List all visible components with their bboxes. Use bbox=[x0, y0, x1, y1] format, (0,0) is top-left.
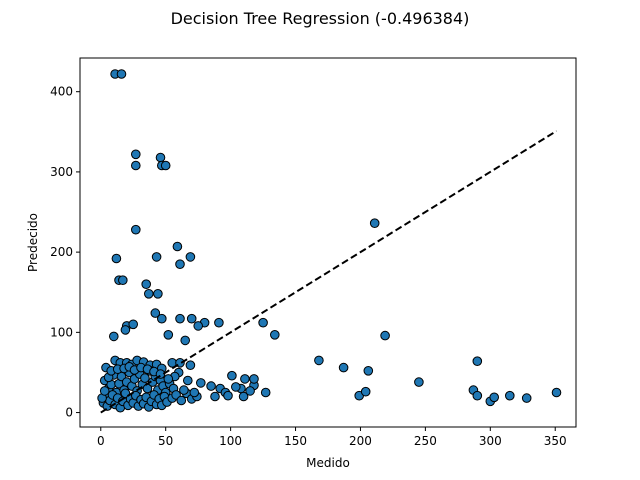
data-point bbox=[414, 377, 424, 387]
data-point bbox=[210, 391, 220, 402]
data-point bbox=[238, 391, 249, 402]
data-point bbox=[128, 319, 138, 330]
x-axis-label: Medido bbox=[306, 456, 350, 470]
data-point bbox=[163, 374, 174, 384]
data-point bbox=[183, 375, 193, 386]
y-tick-label: 0 bbox=[65, 406, 73, 420]
data-point bbox=[185, 252, 196, 262]
data-point bbox=[521, 393, 532, 403]
data-point bbox=[131, 149, 141, 160]
data-point bbox=[175, 313, 185, 324]
data-point bbox=[489, 392, 500, 403]
y-axis-label: Predecido bbox=[26, 213, 40, 272]
data-point bbox=[551, 387, 562, 398]
chart-title: Decision Tree Regression (-0.496384) bbox=[171, 9, 470, 28]
data-point bbox=[249, 374, 259, 384]
data-point bbox=[153, 289, 163, 299]
data-point bbox=[151, 252, 162, 262]
data-point bbox=[223, 390, 233, 401]
data-point bbox=[150, 308, 161, 318]
data-point bbox=[131, 160, 141, 171]
data-point bbox=[186, 313, 197, 324]
x-tick-label: 50 bbox=[158, 434, 173, 448]
data-point bbox=[338, 362, 349, 373]
data-point bbox=[185, 360, 196, 371]
x-axis-ticks: 0 50 100 150 200 250 300 350 bbox=[97, 427, 567, 448]
x-tick-label: 150 bbox=[284, 434, 307, 448]
reference-line bbox=[100, 130, 558, 414]
data-point bbox=[245, 386, 255, 396]
data-point bbox=[116, 69, 127, 79]
data-point bbox=[206, 381, 216, 391]
data-point bbox=[140, 373, 150, 383]
data-point bbox=[109, 331, 119, 342]
x-tick-label: 300 bbox=[479, 434, 502, 448]
data-point bbox=[118, 275, 128, 286]
x-tick-label: 200 bbox=[349, 434, 372, 448]
x-tick-label: 350 bbox=[544, 434, 567, 448]
x-tick-label: 100 bbox=[219, 434, 242, 448]
data-point bbox=[363, 366, 374, 376]
data-point bbox=[111, 253, 122, 264]
data-points bbox=[97, 69, 562, 413]
data-point bbox=[472, 390, 483, 401]
y-tick-label: 200 bbox=[50, 245, 73, 259]
data-point bbox=[163, 330, 174, 340]
data-point bbox=[141, 279, 151, 290]
data-point bbox=[179, 385, 189, 395]
data-point bbox=[176, 395, 187, 406]
data-point bbox=[157, 313, 167, 324]
x-tick-label: 0 bbox=[97, 434, 105, 448]
y-tick-label: 400 bbox=[50, 85, 73, 99]
plot-frame bbox=[79, 57, 577, 428]
data-point bbox=[99, 386, 110, 396]
data-point bbox=[360, 386, 371, 397]
data-point bbox=[258, 317, 268, 328]
data-point bbox=[189, 387, 200, 398]
data-point bbox=[472, 356, 483, 367]
data-point bbox=[172, 241, 183, 252]
data-point bbox=[196, 378, 206, 388]
data-point bbox=[380, 330, 390, 341]
data-point bbox=[144, 289, 154, 299]
data-point bbox=[180, 335, 190, 346]
data-point bbox=[131, 224, 141, 235]
data-point bbox=[227, 370, 237, 381]
data-point bbox=[314, 355, 324, 366]
data-point bbox=[155, 152, 166, 163]
data-point bbox=[270, 330, 280, 340]
y-tick-label: 300 bbox=[50, 165, 73, 179]
data-point bbox=[231, 382, 241, 392]
data-point bbox=[260, 387, 271, 398]
data-point bbox=[214, 317, 224, 328]
data-point bbox=[193, 321, 203, 331]
y-tick-label: 100 bbox=[50, 325, 73, 339]
data-point bbox=[175, 259, 185, 270]
y-axis-ticks: 0 100 200 300 400 bbox=[50, 85, 80, 420]
data-point bbox=[369, 218, 380, 228]
data-point bbox=[160, 160, 171, 171]
data-point bbox=[505, 390, 515, 401]
data-point bbox=[120, 325, 131, 335]
x-tick-label: 250 bbox=[414, 434, 437, 448]
data-point bbox=[240, 374, 250, 384]
